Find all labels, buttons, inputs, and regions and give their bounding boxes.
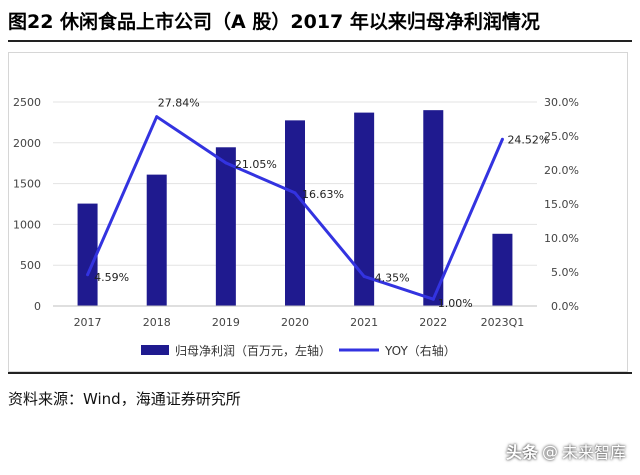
left-axis-tick-label: 0 — [34, 300, 41, 313]
yoy-point — [224, 161, 228, 165]
yoy-data-label: 21.05% — [235, 158, 277, 171]
left-axis-tick-label: 1000 — [13, 218, 41, 231]
right-axis-tick-label: 10.0% — [544, 232, 579, 245]
x-axis-tick-label: 2019 — [212, 316, 240, 329]
yoy-data-label: 27.84% — [158, 97, 200, 110]
right-axis-tick-label: 5.0% — [551, 266, 579, 279]
bar — [285, 120, 305, 306]
yoy-data-label: 1.00% — [438, 297, 473, 310]
watermark-account: 未来智库 — [561, 443, 626, 462]
x-axis-tick-label: 2017 — [74, 316, 102, 329]
watermark-platform: 头条 — [505, 443, 538, 462]
right-axis-tick-label: 25.0% — [544, 130, 579, 143]
bar — [215, 147, 236, 306]
x-axis-tick-label: 2018 — [143, 316, 171, 329]
yoy-data-label: 24.52% — [507, 133, 549, 146]
x-axis-tick-label: 2022 — [419, 316, 447, 329]
x-axis-tick-label: 2021 — [350, 316, 378, 329]
bar — [423, 110, 444, 306]
yoy-point — [500, 137, 504, 141]
x-axis-tick-label: 2023Q1 — [481, 316, 525, 329]
right-axis-tick-label: 30.0% — [544, 96, 579, 109]
yoy-point — [155, 115, 159, 119]
x-axis-tick-label: 2020 — [281, 316, 309, 329]
figure-title: 图22 休闲食品上市公司（A 股）2017 年以来归母净利润情况 — [8, 4, 632, 42]
bar — [492, 233, 513, 306]
left-axis-tick-label: 1500 — [13, 178, 41, 191]
legend-bar-swatch — [141, 345, 169, 355]
left-axis-tick-label: 2000 — [13, 137, 41, 150]
watermark-separator: @ — [541, 441, 558, 461]
chart-frame: 0 500 1000 1500 2000 2500 0.0% 5.0% 10.0% 15.0% 20… — [8, 52, 628, 372]
right-axis-tick-label: 0.0% — [551, 300, 579, 313]
right-axis-tick-label: 15.0% — [544, 198, 579, 211]
yoy-data-label: 16.63% — [302, 188, 344, 201]
left-axis-tick-label: 2500 — [13, 96, 41, 109]
yoy-point — [431, 297, 435, 301]
bar — [354, 112, 375, 306]
bar — [146, 174, 167, 306]
bar — [77, 203, 98, 306]
legend-line-label: YOY（右轴） — [384, 343, 456, 358]
yoy-data-label: 4.59% — [94, 271, 129, 284]
yoy-point — [86, 273, 90, 277]
right-axis-tick-label: 20.0% — [544, 164, 579, 177]
source-note: 资料来源：Wind，海通证券研究所 — [8, 372, 632, 409]
yoy-data-label: 4.35% — [375, 271, 410, 284]
yoy-point — [362, 274, 366, 278]
left-axis-tick-label: 500 — [20, 259, 41, 272]
yoy-point — [293, 191, 297, 195]
combo-chart: 0 500 1000 1500 2000 2500 0.0% 5.0% 10.0% 15.0% 20… — [13, 96, 579, 358]
watermark: 头条 @ 未来智库 — [506, 439, 626, 463]
legend-bar-label: 归母净利润（百万元，左轴） — [175, 343, 331, 358]
